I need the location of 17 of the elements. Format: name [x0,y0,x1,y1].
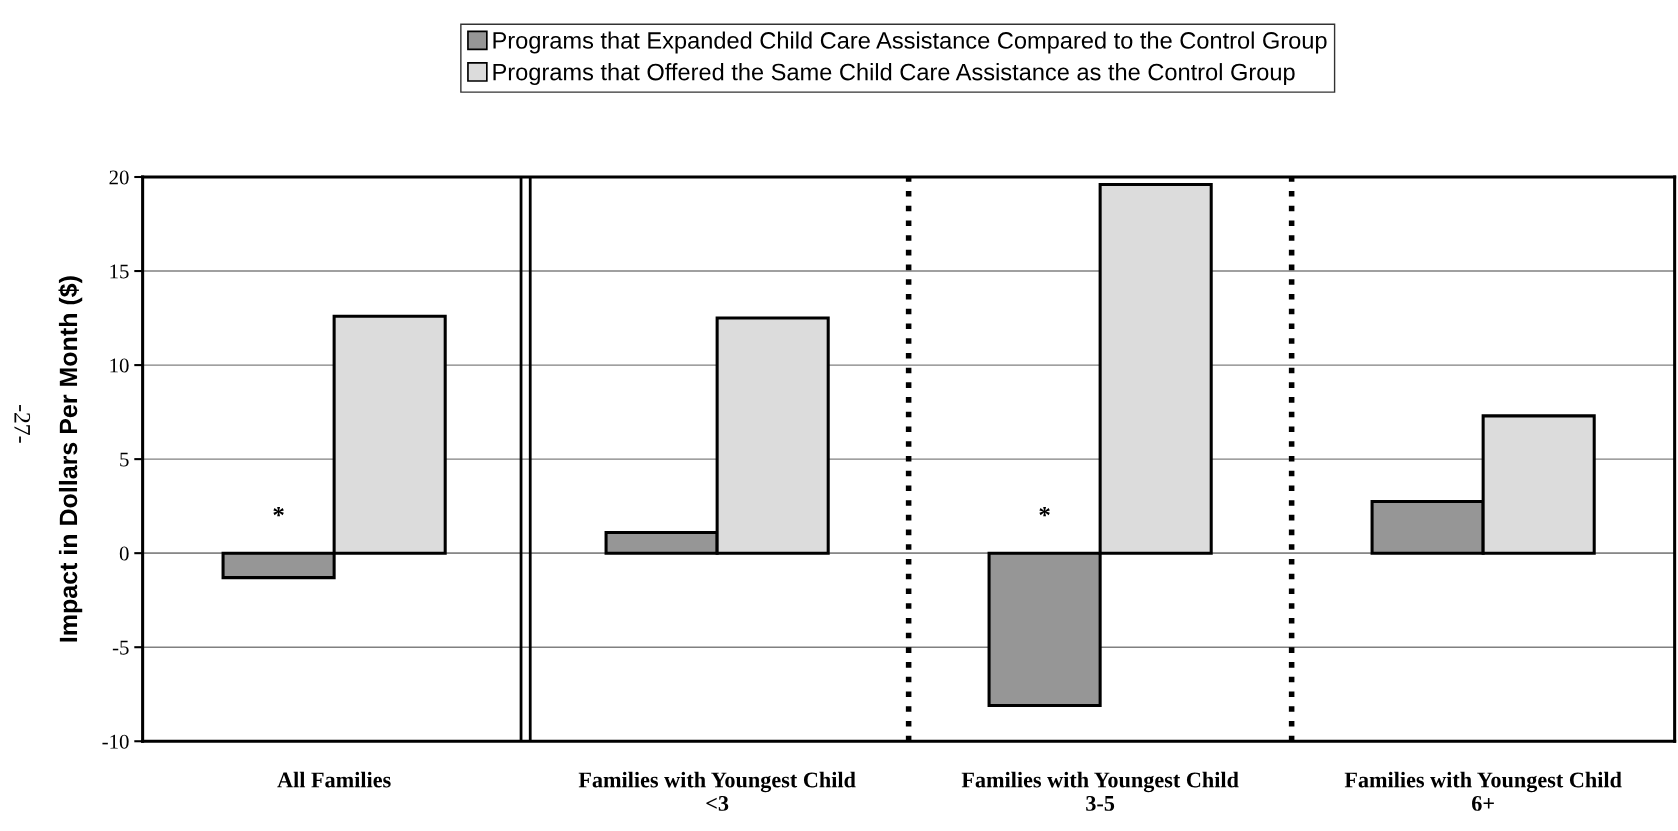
y-tick-label: 5 [120,452,129,467]
x-tick-label: Families with Youngest Child 3-5 [961,771,1239,811]
y-tick-label: 0 [119,546,129,561]
annotation: * [1039,506,1050,517]
y-tick-label: 20 [109,170,129,185]
legend-label: Programs that Offered the Same Child Care Assistance as the Control Group [493,63,1295,86]
x-tick-label: Families with Youngest Child <3 [578,771,856,811]
legend-label: Programs that Expanded Child Care Assistance Compared to the Control Group [493,31,1327,54]
y-tick-label: 10 [110,358,129,373]
text: -27- [14,405,31,443]
y-tick-label: 15 [110,264,129,279]
y-axis-title: Impact in Dollars Per Month ($) [58,276,83,642]
x-tick-label: Families with Youngest Child 6+ [1344,771,1622,811]
x-tick-label: All Families [277,771,391,788]
annotation: * [273,506,284,517]
y-tick-label: -10 [102,734,129,749]
y-tick-label: -5 [112,640,129,655]
